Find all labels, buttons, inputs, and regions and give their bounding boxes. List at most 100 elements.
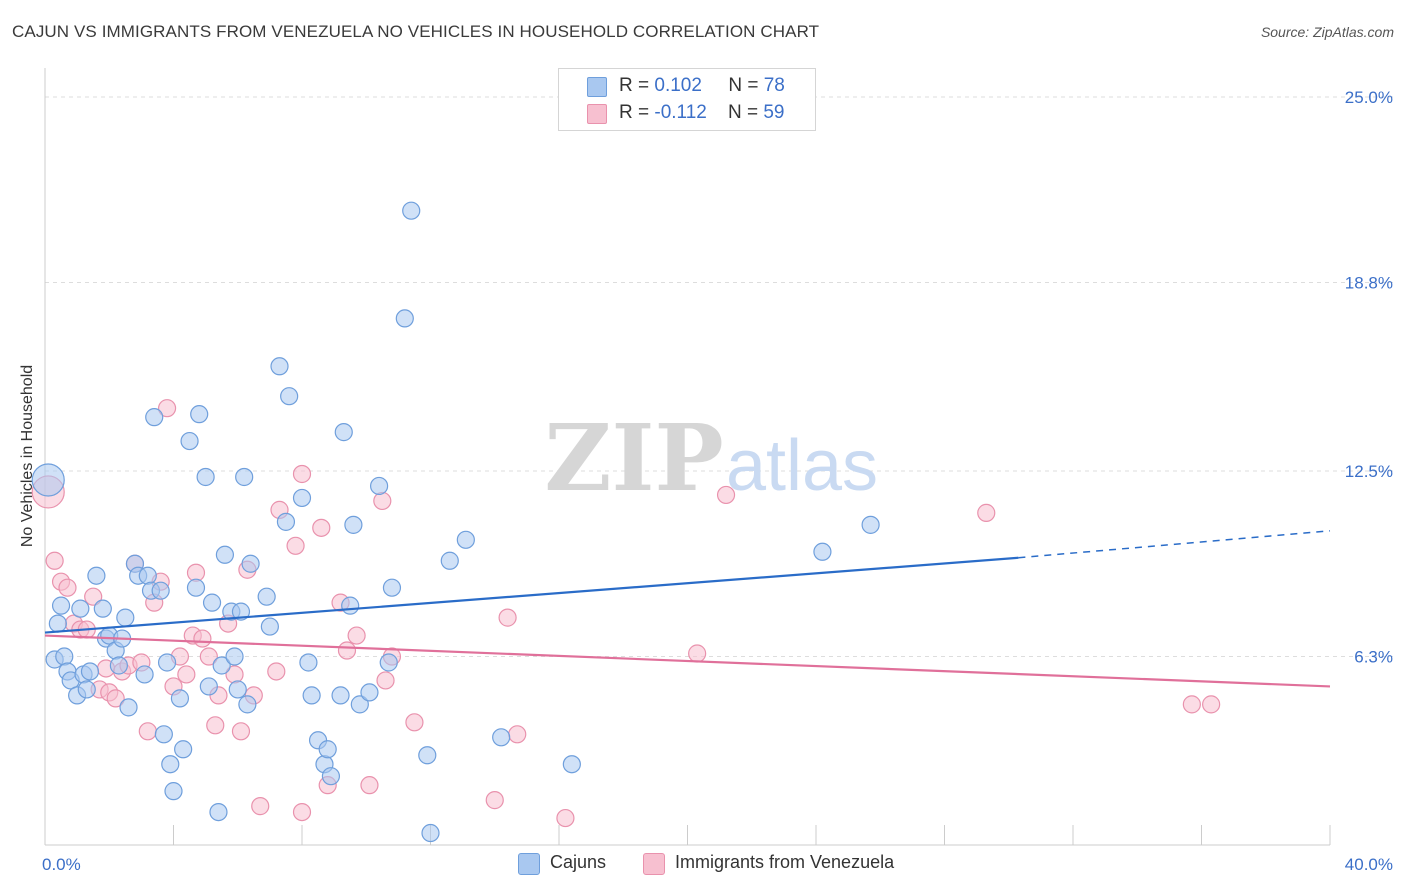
cajun-point [151, 581, 170, 600]
cajun-point [77, 680, 96, 699]
n-label: N = [727, 102, 764, 123]
cajun-point [260, 617, 279, 636]
cajun-point [161, 755, 180, 774]
n-value: 59 [763, 102, 785, 123]
y-tick-label: 12.5% [1345, 462, 1393, 481]
cajun-point [164, 782, 183, 801]
cajun-trend-line [44, 556, 1019, 634]
cajun-point [154, 725, 173, 744]
cajun-point [228, 680, 247, 699]
cajun-point [418, 746, 437, 765]
cajun-point [318, 740, 337, 759]
cajun-point [71, 599, 90, 618]
venezuela-point [373, 491, 392, 511]
cajun-point [276, 512, 296, 531]
cajun-point [80, 662, 100, 681]
cajun-point [360, 683, 379, 702]
cajun-point [116, 608, 135, 627]
cajun-point [231, 602, 251, 621]
cajun-point [270, 357, 289, 376]
source-label: Source: ZipAtlas.com [1260, 24, 1394, 40]
legend-stats: R = 0.102 N = 78 [619, 75, 785, 97]
cajun-point [31, 463, 65, 497]
n-value: 78 [763, 75, 785, 96]
cajun-point [174, 740, 193, 759]
venezuela-point [347, 626, 366, 645]
venezuela-point [556, 808, 575, 828]
cajun-point [421, 823, 440, 843]
cajun-point [51, 596, 71, 615]
venezuela-point [84, 587, 103, 606]
venezuela-point [1202, 695, 1221, 714]
venezuela-point [45, 551, 64, 570]
cajun-point [456, 530, 475, 549]
watermark: ZIP atlas [544, 404, 878, 512]
cajun-point [87, 566, 106, 585]
cajun-point [209, 802, 228, 822]
cajun-point [238, 695, 257, 714]
venezuela-point [292, 464, 312, 484]
cajun-point [225, 647, 244, 666]
cajun-point [334, 423, 353, 442]
venezuela-point [193, 629, 212, 648]
venezuela-point [251, 797, 270, 816]
cajun-point [196, 467, 215, 487]
cajun-point [292, 488, 312, 508]
venezuela-point [177, 665, 196, 684]
cajun-point [157, 653, 177, 672]
cajun-point [135, 665, 154, 684]
cajun-point [280, 387, 299, 406]
cajun-point [379, 653, 398, 672]
cajun-point [341, 596, 360, 615]
venezuela-trend-line [44, 634, 1331, 688]
watermark-zip: ZIP [544, 404, 723, 512]
gridlines [45, 96, 1393, 658]
cajun-point [170, 689, 190, 708]
watermark-atlas: atlas [726, 426, 878, 506]
venezuela-point [312, 518, 331, 537]
legend-stats: R = -0.112 N = 59 [619, 102, 784, 124]
venezuela-point [199, 647, 218, 666]
venezuela-point [405, 713, 424, 732]
cajun-point [199, 677, 218, 696]
cajun-point [190, 405, 209, 424]
venezuela-point [1182, 695, 1201, 714]
cajun-point [321, 767, 341, 786]
cajun-point [235, 467, 254, 487]
venezuela-point [688, 644, 707, 663]
cajun-point [180, 431, 199, 451]
cajun-point [302, 686, 321, 705]
y-tick-label: 25.0% [1345, 88, 1393, 107]
venezuela-point [267, 662, 286, 681]
cajun-point [331, 686, 350, 705]
venezuela-point [977, 503, 996, 522]
cajun-point [344, 515, 363, 534]
cajun-point [395, 309, 414, 328]
cajun-point [562, 755, 581, 774]
y-tick-label: 6.3% [1354, 648, 1393, 667]
legend-swatch-pink [587, 104, 607, 124]
cajun-point [492, 728, 511, 747]
correlation-legend: R = 0.102 N = 78 R = -0.112 N = 59 [558, 68, 816, 131]
venezuela-point [508, 725, 527, 744]
cajun-point [145, 408, 164, 427]
r-value: -0.112 [654, 102, 707, 123]
legend-label: Immigrants from Venezuela [675, 852, 895, 872]
cajun-point [241, 554, 260, 573]
x-tick-label: 40.0% [1345, 855, 1393, 874]
cajun-point [861, 515, 880, 534]
cajun-point [440, 551, 459, 570]
venezuela-point [58, 578, 77, 597]
y-tick-label: 18.8% [1345, 274, 1393, 293]
venezuela-point [292, 802, 312, 822]
venezuela-point [106, 689, 125, 708]
venezuela-point [485, 791, 504, 810]
n-label: N = [728, 75, 764, 96]
cajun-point [119, 698, 138, 717]
legend-label: Cajuns [550, 852, 607, 872]
cajun-point [212, 656, 231, 675]
series-cajuns-points [31, 201, 880, 843]
r-value: 0.102 [654, 75, 702, 96]
cajun-point [257, 587, 276, 606]
venezuela-point [337, 641, 357, 660]
